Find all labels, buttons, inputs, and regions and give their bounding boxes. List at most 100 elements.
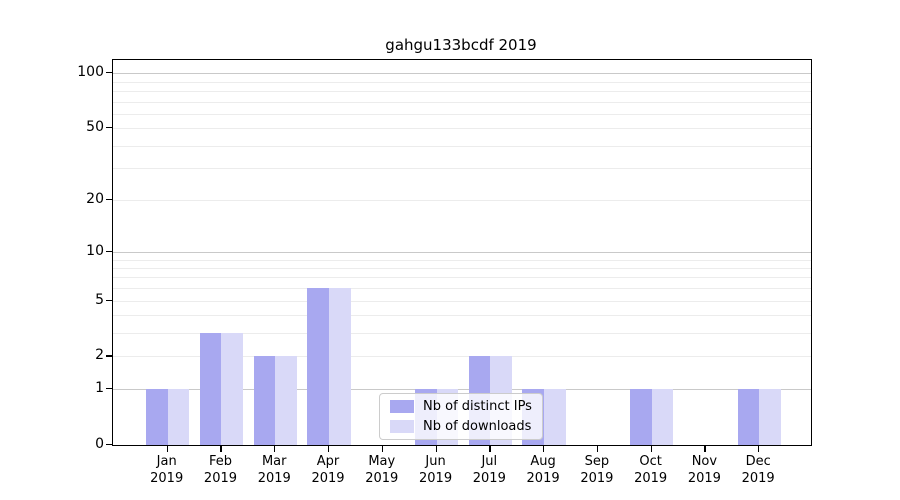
x-tick-label-aug: Aug 2019 (511, 453, 575, 487)
x-tick-label-feb: Feb 2019 (188, 453, 252, 487)
gridline-minor-20 (113, 199, 811, 201)
y-tick-label-50: 50 (86, 119, 104, 136)
y-tick-label-5: 5 (95, 291, 104, 308)
chart-title: gahgu133bcdf 2019 (385, 36, 537, 54)
gridline-minor-50 (113, 128, 811, 130)
x-tick-label-may: May 2019 (350, 453, 414, 487)
y-tick-label-2: 2 (95, 347, 104, 364)
x-tick-year: 2019 (203, 471, 238, 486)
x-tick-year: 2019 (311, 471, 345, 486)
x-tick-year: 2019 (419, 471, 453, 486)
gridline-minor-90 (113, 81, 811, 83)
x-tick-label-dec: Dec 2019 (726, 453, 790, 487)
x-tick-label-oct: Oct 2019 (619, 453, 683, 487)
gridline-minor-60 (113, 113, 811, 115)
x-tick-month: Jun (425, 454, 446, 469)
gridline-minor-8 (113, 267, 811, 269)
gridline-minor-6 (113, 288, 811, 290)
gridline-major-100 (113, 73, 811, 75)
y-tick-label-10: 10 (86, 242, 104, 259)
bar-nb-of-distinct-ips-jan (146, 389, 168, 445)
bar-nb-of-downloads-aug (544, 389, 566, 445)
bar-nb-of-distinct-ips-apr (307, 288, 329, 445)
bar-nb-of-downloads-feb (221, 333, 244, 445)
legend-swatch-downloads (390, 420, 414, 433)
bar-nb-of-distinct-ips-oct (630, 389, 652, 445)
y-tick-mark-1 (106, 388, 112, 390)
plot-area: Nb of distinct IPs Nb of downloads (112, 59, 812, 446)
x-tick-month: Aug (530, 454, 556, 469)
x-tick-mark-may (381, 445, 383, 452)
legend-label-distinct-ips: Nb of distinct IPs (423, 399, 532, 414)
x-tick-month: Sep (584, 454, 610, 469)
gridline-major-10 (113, 251, 811, 253)
x-tick-year: 2019 (634, 471, 668, 486)
bar-nb-of-distinct-ips-mar (253, 356, 276, 445)
gridline-minor-3 (113, 333, 811, 335)
x-tick-label-jan: Jan 2019 (135, 453, 199, 487)
x-tick-mark-jul (489, 445, 491, 452)
gridline-minor-4 (113, 315, 811, 317)
y-tick-label-100: 100 (77, 64, 104, 81)
gridline-minor-30 (113, 168, 811, 170)
gridline-major-1 (113, 389, 811, 391)
x-tick-month: Dec (745, 454, 771, 469)
x-tick-label-jun: Jun 2019 (404, 453, 468, 487)
legend-row: Nb of downloads (390, 418, 532, 435)
x-tick-mark-nov (704, 445, 706, 452)
x-tick-year: 2019 (150, 471, 184, 486)
x-tick-mark-jan (166, 445, 168, 452)
x-tick-mark-mar (274, 445, 276, 452)
bar-nb-of-downloads-dec (759, 389, 781, 445)
x-tick-month: Feb (208, 454, 232, 469)
x-tick-label-jul: Jul 2019 (457, 453, 521, 487)
x-tick-mark-feb (220, 445, 222, 452)
y-tick-label-0: 0 (95, 436, 104, 452)
x-tick-year: 2019 (580, 471, 614, 486)
x-tick-mark-dec (758, 445, 760, 452)
x-tick-mark-sep (596, 445, 599, 452)
y-tick-mark-50 (106, 127, 112, 129)
gridline-minor-7 (113, 277, 811, 279)
bar-nb-of-downloads-oct (651, 389, 674, 445)
y-tick-mark-5 (106, 299, 112, 301)
bar-nb-of-downloads-apr (329, 288, 351, 445)
gridline-minor-2 (113, 356, 811, 358)
y-tick-mark-100 (106, 72, 112, 74)
x-tick-label-sep: Sep 2019 (565, 453, 629, 487)
x-tick-month: Mar (261, 454, 287, 469)
x-tick-year: 2019 (526, 471, 560, 486)
y-tick-mark-0 (106, 444, 112, 446)
y-tick-label-1: 1 (95, 380, 104, 397)
x-tick-label-mar: Mar 2019 (242, 453, 306, 487)
gridline-minor-5 (113, 300, 811, 302)
x-tick-mark-oct (650, 445, 652, 452)
legend-label-downloads: Nb of downloads (423, 419, 532, 434)
legend: Nb of distinct IPs Nb of downloads (379, 393, 543, 440)
bar-nb-of-distinct-ips-feb (199, 333, 222, 445)
x-tick-label-apr: Apr 2019 (296, 453, 360, 487)
x-tick-month: Jan (156, 454, 177, 469)
gridline-minor-40 (113, 145, 811, 147)
y-tick-mark-20 (106, 198, 112, 200)
y-tick-mark-10 (106, 250, 112, 253)
x-tick-year: 2019 (741, 471, 775, 486)
bar-nb-of-distinct-ips-dec (737, 389, 760, 445)
bar-nb-of-downloads-jan (167, 389, 190, 445)
x-tick-month: Jul (481, 454, 498, 469)
x-tick-month: May (368, 454, 396, 469)
x-tick-year: 2019 (257, 471, 291, 486)
x-tick-year: 2019 (472, 471, 506, 486)
legend-swatch-distinct-ips (390, 400, 414, 413)
x-tick-label-nov: Nov 2019 (672, 453, 736, 487)
x-tick-year: 2019 (687, 471, 721, 486)
gridline-minor-70 (113, 101, 811, 103)
gridline-minor-9 (113, 259, 811, 261)
bar-nb-of-downloads-mar (275, 356, 297, 445)
gridline-minor-80 (113, 90, 811, 92)
x-tick-month: Oct (639, 454, 662, 469)
x-tick-month: Nov (691, 454, 718, 469)
x-tick-mark-aug (543, 445, 545, 452)
legend-row: Nb of distinct IPs (390, 398, 532, 415)
